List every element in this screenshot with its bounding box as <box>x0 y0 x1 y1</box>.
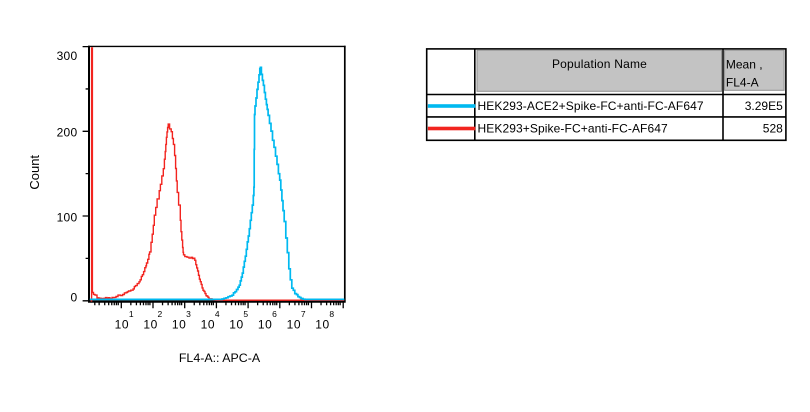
svg-text:3: 3 <box>186 309 191 319</box>
svg-text:10: 10 <box>229 318 244 332</box>
svg-text:Mean ,: Mean , <box>726 58 763 72</box>
svg-text:Count: Count <box>27 155 42 190</box>
svg-text:HEK293+Spike-FC+anti-FC-AF647: HEK293+Spike-FC+anti-FC-AF647 <box>478 122 669 136</box>
svg-text:300: 300 <box>57 49 78 63</box>
svg-text:HEK293-ACE2+Spike-FC+anti-FC-A: HEK293-ACE2+Spike-FC+anti-FC-AF647 <box>478 99 704 113</box>
svg-text:5: 5 <box>243 309 248 319</box>
svg-text:10: 10 <box>172 318 187 332</box>
svg-text:10: 10 <box>287 318 302 332</box>
svg-text:8: 8 <box>329 309 334 319</box>
svg-text:528: 528 <box>763 122 783 136</box>
svg-text:1: 1 <box>129 309 134 319</box>
svg-text:3.29E5: 3.29E5 <box>745 99 783 113</box>
svg-text:0: 0 <box>70 291 77 305</box>
svg-text:200: 200 <box>57 126 78 140</box>
svg-text:FL4-A: FL4-A <box>726 75 759 89</box>
svg-text:4: 4 <box>215 309 220 319</box>
svg-text:100: 100 <box>57 211 78 225</box>
svg-text:2: 2 <box>158 309 163 319</box>
svg-text:10: 10 <box>143 318 158 332</box>
svg-text:FL4-A:: APC-A: FL4-A:: APC-A <box>179 351 261 365</box>
svg-text:7: 7 <box>301 309 306 319</box>
svg-text:6: 6 <box>272 309 277 319</box>
svg-text:10: 10 <box>115 318 130 332</box>
svg-text:10: 10 <box>201 318 216 332</box>
svg-text:10: 10 <box>315 318 330 332</box>
svg-text:Population Name: Population Name <box>552 57 647 71</box>
svg-text:10: 10 <box>258 318 273 332</box>
